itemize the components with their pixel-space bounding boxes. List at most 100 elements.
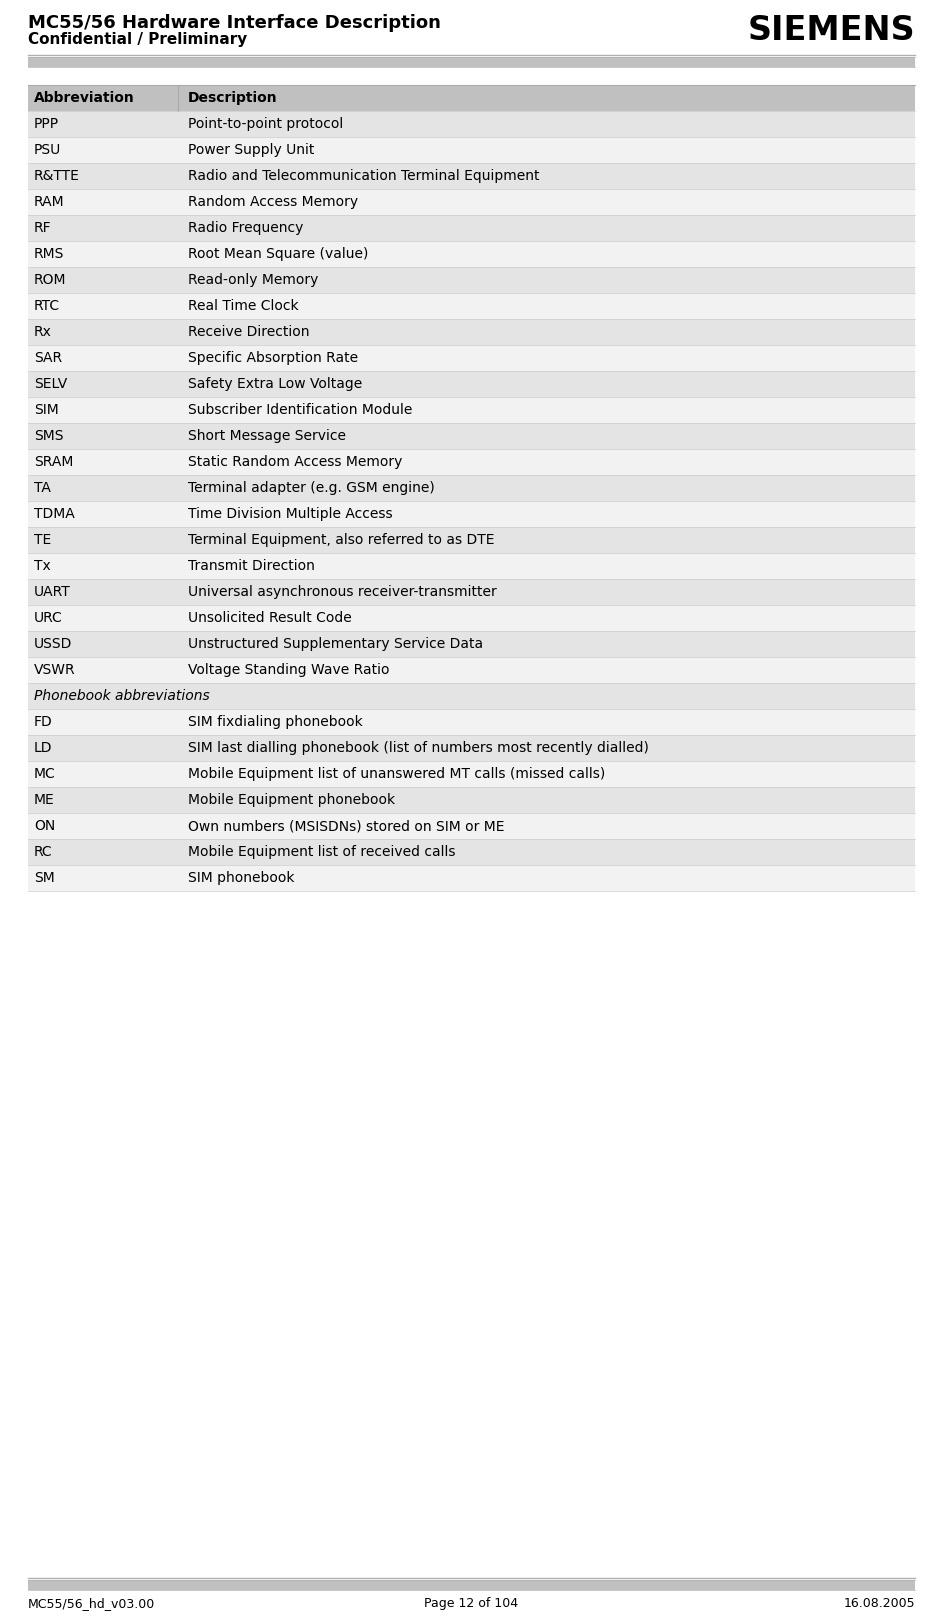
Text: PSU: PSU bbox=[34, 142, 61, 157]
Text: PPP: PPP bbox=[34, 116, 59, 131]
Text: TA: TA bbox=[34, 481, 51, 495]
Text: SIM fixdialing phonebook: SIM fixdialing phonebook bbox=[188, 715, 363, 730]
Text: Rx: Rx bbox=[34, 325, 52, 340]
Bar bbox=[28, 527, 915, 553]
Bar bbox=[28, 138, 915, 163]
Bar bbox=[28, 553, 915, 579]
Text: ME: ME bbox=[34, 793, 55, 807]
Text: Specific Absorption Rate: Specific Absorption Rate bbox=[188, 351, 358, 366]
Text: SIM: SIM bbox=[34, 403, 58, 417]
Text: Confidential / Preliminary: Confidential / Preliminary bbox=[28, 32, 247, 47]
Text: Voltage Standing Wave Ratio: Voltage Standing Wave Ratio bbox=[188, 663, 389, 676]
Text: Real Time Clock: Real Time Clock bbox=[188, 299, 299, 312]
Bar bbox=[28, 579, 915, 605]
Text: RF: RF bbox=[34, 222, 52, 235]
Text: Own numbers (MSISDNs) stored on SIM or ME: Own numbers (MSISDNs) stored on SIM or M… bbox=[188, 819, 505, 833]
Bar bbox=[28, 605, 915, 631]
Bar bbox=[28, 866, 915, 892]
Bar bbox=[28, 1581, 915, 1590]
Text: Phonebook abbreviations: Phonebook abbreviations bbox=[34, 689, 209, 702]
Text: Radio and Telecommunication Terminal Equipment: Radio and Telecommunication Terminal Equ… bbox=[188, 168, 539, 183]
Bar bbox=[28, 396, 915, 422]
Bar bbox=[28, 657, 915, 683]
Bar bbox=[28, 631, 915, 657]
Text: 16.08.2005: 16.08.2005 bbox=[843, 1597, 915, 1610]
Text: Universal asynchronous receiver-transmitter: Universal asynchronous receiver-transmit… bbox=[188, 586, 497, 599]
Text: SMS: SMS bbox=[34, 429, 63, 443]
Bar bbox=[28, 57, 915, 66]
Text: UART: UART bbox=[34, 586, 71, 599]
Text: VSWR: VSWR bbox=[34, 663, 75, 676]
Text: Safety Extra Low Voltage: Safety Extra Low Voltage bbox=[188, 377, 362, 392]
Text: Short Message Service: Short Message Service bbox=[188, 429, 346, 443]
Bar bbox=[28, 86, 915, 112]
Text: R&TTE: R&TTE bbox=[34, 168, 80, 183]
Text: Transmit Direction: Transmit Direction bbox=[188, 558, 315, 573]
Text: SIEMENS: SIEMENS bbox=[748, 15, 915, 47]
Text: Mobile Equipment list of received calls: Mobile Equipment list of received calls bbox=[188, 845, 455, 859]
Bar bbox=[28, 840, 915, 866]
Text: Abbreviation: Abbreviation bbox=[34, 91, 135, 105]
Text: Terminal Equipment, also referred to as DTE: Terminal Equipment, also referred to as … bbox=[188, 532, 494, 547]
Text: Time Division Multiple Access: Time Division Multiple Access bbox=[188, 506, 392, 521]
Text: Description: Description bbox=[188, 91, 277, 105]
Bar bbox=[28, 786, 915, 812]
Bar bbox=[28, 371, 915, 396]
Text: TDMA: TDMA bbox=[34, 506, 74, 521]
Text: RMS: RMS bbox=[34, 248, 64, 260]
Bar bbox=[28, 812, 915, 840]
Bar bbox=[28, 760, 915, 786]
Text: SRAM: SRAM bbox=[34, 455, 74, 469]
Bar bbox=[28, 293, 915, 319]
Bar bbox=[28, 502, 915, 527]
Text: Power Supply Unit: Power Supply Unit bbox=[188, 142, 314, 157]
Text: TE: TE bbox=[34, 532, 51, 547]
Bar bbox=[28, 267, 915, 293]
Text: ROM: ROM bbox=[34, 273, 67, 286]
Text: Static Random Access Memory: Static Random Access Memory bbox=[188, 455, 403, 469]
Bar bbox=[28, 476, 915, 502]
Text: ON: ON bbox=[34, 819, 56, 833]
Text: RAM: RAM bbox=[34, 196, 65, 209]
Text: SAR: SAR bbox=[34, 351, 62, 366]
Text: USSD: USSD bbox=[34, 637, 73, 650]
Bar bbox=[28, 112, 915, 138]
Text: SELV: SELV bbox=[34, 377, 67, 392]
Text: Read-only Memory: Read-only Memory bbox=[188, 273, 319, 286]
Text: Unsolicited Result Code: Unsolicited Result Code bbox=[188, 612, 352, 625]
Text: RC: RC bbox=[34, 845, 53, 859]
Text: FD: FD bbox=[34, 715, 53, 730]
Bar bbox=[28, 450, 915, 476]
Bar bbox=[28, 709, 915, 735]
Bar bbox=[28, 683, 915, 709]
Text: Random Access Memory: Random Access Memory bbox=[188, 196, 358, 209]
Text: Root Mean Square (value): Root Mean Square (value) bbox=[188, 248, 369, 260]
Bar bbox=[28, 345, 915, 371]
Bar bbox=[28, 241, 915, 267]
Text: MC55/56 Hardware Interface Description: MC55/56 Hardware Interface Description bbox=[28, 15, 441, 32]
Text: SIM last dialling phonebook (list of numbers most recently dialled): SIM last dialling phonebook (list of num… bbox=[188, 741, 649, 756]
Text: SM: SM bbox=[34, 870, 55, 885]
Text: Terminal adapter (e.g. GSM engine): Terminal adapter (e.g. GSM engine) bbox=[188, 481, 435, 495]
Text: URC: URC bbox=[34, 612, 63, 625]
Text: Point-to-point protocol: Point-to-point protocol bbox=[188, 116, 343, 131]
Text: Page 12 of 104: Page 12 of 104 bbox=[424, 1597, 519, 1610]
Text: Radio Frequency: Radio Frequency bbox=[188, 222, 304, 235]
Bar bbox=[28, 319, 915, 345]
Bar bbox=[28, 215, 915, 241]
Text: RTC: RTC bbox=[34, 299, 60, 312]
Text: LD: LD bbox=[34, 741, 53, 756]
Text: Receive Direction: Receive Direction bbox=[188, 325, 309, 340]
Text: Unstructured Supplementary Service Data: Unstructured Supplementary Service Data bbox=[188, 637, 483, 650]
Text: Mobile Equipment list of unanswered MT calls (missed calls): Mobile Equipment list of unanswered MT c… bbox=[188, 767, 605, 781]
Bar bbox=[28, 163, 915, 189]
Bar bbox=[28, 189, 915, 215]
Text: MC: MC bbox=[34, 767, 56, 781]
Text: Subscriber Identification Module: Subscriber Identification Module bbox=[188, 403, 412, 417]
Bar bbox=[28, 422, 915, 450]
Text: Mobile Equipment phonebook: Mobile Equipment phonebook bbox=[188, 793, 395, 807]
Text: Tx: Tx bbox=[34, 558, 51, 573]
Bar bbox=[28, 735, 915, 760]
Text: MC55/56_hd_v03.00: MC55/56_hd_v03.00 bbox=[28, 1597, 156, 1610]
Text: SIM phonebook: SIM phonebook bbox=[188, 870, 294, 885]
